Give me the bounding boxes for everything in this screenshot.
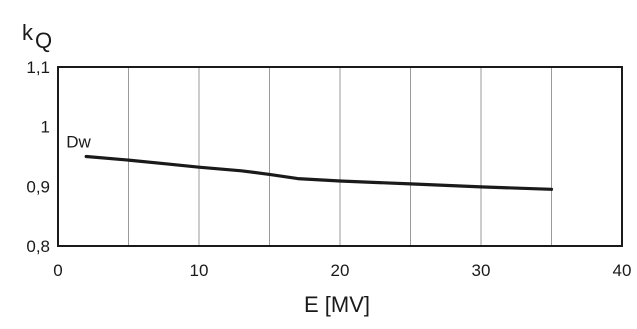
plot-area-frame — [57, 66, 623, 247]
y-axis-title: k Q — [22, 20, 52, 53]
x-tick-label-1: 10 — [190, 261, 209, 280]
y-tick-label-2: 1 — [41, 118, 50, 137]
y-tick-label-1: 0,9 — [26, 177, 50, 196]
x-tick-label-2: 20 — [331, 261, 350, 280]
series-line-dw — [84, 154, 554, 191]
series-layer: Dw — [66, 133, 554, 191]
x-tick-label-4: 40 — [613, 261, 632, 280]
grid-lines — [128, 67, 552, 246]
y-axis-title-main: k — [22, 20, 34, 45]
y-axis-ticks: 0,8 0,9 1 1,1 — [26, 58, 50, 256]
x-tick-label-3: 30 — [472, 261, 491, 280]
series-label-dw: Dw — [66, 133, 91, 152]
x-tick-label-0: 0 — [53, 261, 62, 280]
y-tick-label-0: 0,8 — [26, 237, 50, 256]
x-axis-title: E [MV] — [304, 292, 370, 317]
y-tick-label-3: 1,1 — [26, 58, 50, 77]
x-axis-ticks: 0 10 20 30 40 — [53, 261, 631, 280]
y-axis-title-subscript: Q — [35, 28, 52, 53]
